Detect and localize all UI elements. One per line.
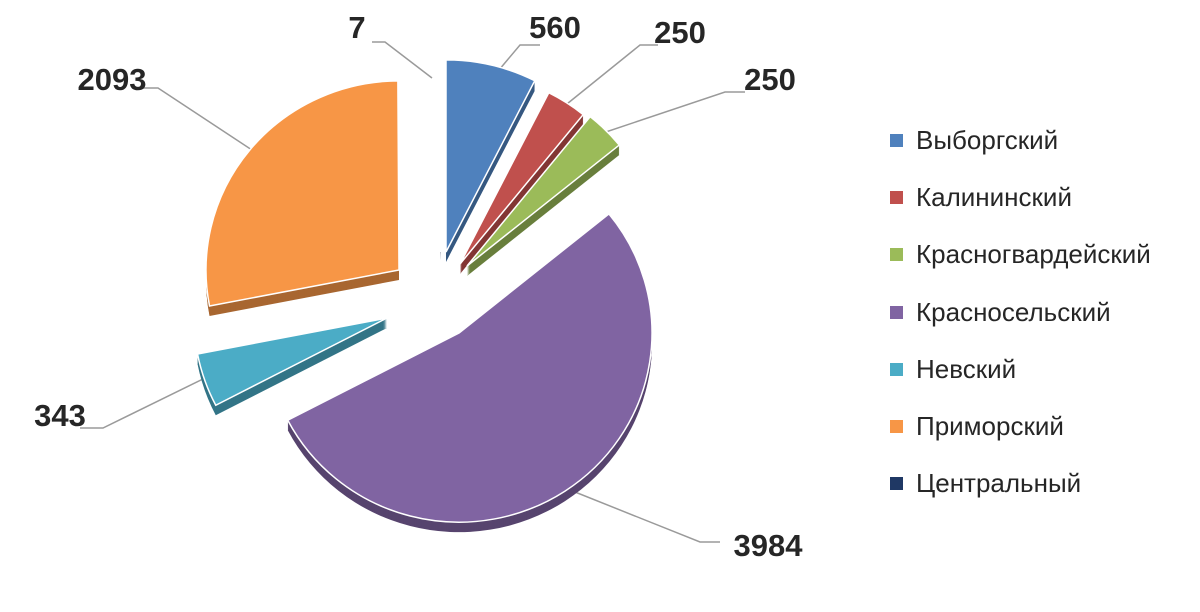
slice-1 xyxy=(459,91,585,265)
data-label: 3984 xyxy=(734,528,804,563)
legend-swatch xyxy=(890,362,903,376)
data-label: 250 xyxy=(654,15,706,50)
data-label: 343 xyxy=(34,398,86,433)
leader-line xyxy=(80,377,206,429)
legend-label: Невский xyxy=(916,353,1017,384)
legend-item-tsentralny: Центральный xyxy=(890,455,1151,512)
legend-item-vyborgsky: Выборгский xyxy=(890,112,1151,169)
pie-slices xyxy=(196,59,653,533)
slice-0 xyxy=(445,59,536,253)
leader-line xyxy=(569,489,720,543)
legend-label: Выборгский xyxy=(916,125,1059,156)
legend-swatch xyxy=(890,477,903,491)
data-labels: 560 250 250 3984 343 2093 7 xyxy=(34,10,803,563)
leader-line xyxy=(556,44,658,113)
data-label: 7 xyxy=(348,10,365,45)
leader-line xyxy=(372,41,433,79)
slice-6 xyxy=(439,59,442,253)
legend-label: Приморский xyxy=(916,411,1064,442)
data-label: 2093 xyxy=(78,62,147,97)
legend-item-krasnoselsky: Красносельский xyxy=(890,284,1151,341)
legend-swatch xyxy=(890,420,903,434)
data-label: 560 xyxy=(529,10,581,45)
leader-line xyxy=(581,91,745,141)
legend-label: Центральный xyxy=(916,468,1082,499)
legend-swatch xyxy=(890,305,903,319)
leader-line xyxy=(140,87,256,153)
legend-item-primorsky: Приморский xyxy=(890,398,1151,455)
leader-lines xyxy=(80,41,745,543)
legend-swatch xyxy=(890,248,903,262)
legend-item-kalininsky: Калининский xyxy=(890,169,1151,226)
legend-label: Калининский xyxy=(916,182,1072,213)
legend-swatch xyxy=(890,191,903,205)
slice-4 xyxy=(196,317,388,407)
legend-item-nevsky: Невский xyxy=(890,341,1151,398)
slice-3 xyxy=(286,212,653,523)
legend-label: Красносельский xyxy=(916,296,1111,327)
legend-item-krasnogvardeysky: Красногвардейский xyxy=(890,226,1151,283)
legend-swatch xyxy=(890,134,903,148)
chart-legend: Выборгский Калининский Красногвардейский… xyxy=(890,112,1151,512)
legend-label: Красногвардейский xyxy=(916,239,1151,270)
data-label: 250 xyxy=(744,62,796,97)
slice-2 xyxy=(466,115,621,267)
slice-5 xyxy=(205,80,400,307)
